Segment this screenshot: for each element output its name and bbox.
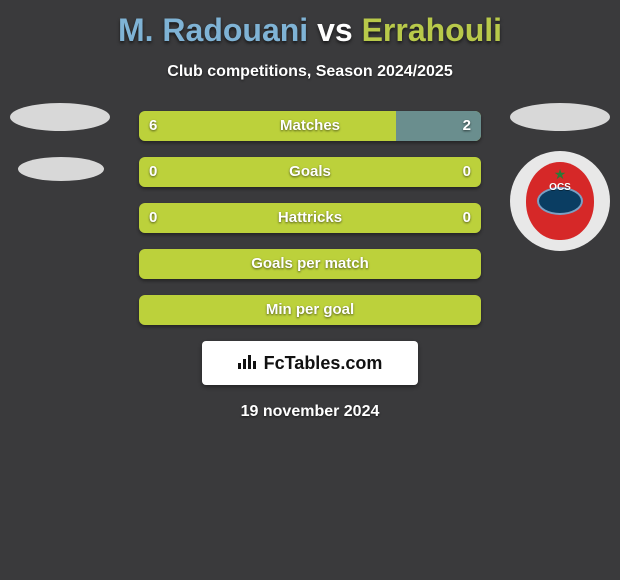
bar-label: Goals per match bbox=[139, 249, 481, 279]
player-avatar-placeholder bbox=[510, 103, 610, 131]
bar-row: Goals per match bbox=[139, 249, 481, 279]
watermark-text: FcTables.com bbox=[264, 353, 383, 374]
bar-label: Goals bbox=[139, 157, 481, 187]
bar-label: Min per goal bbox=[139, 295, 481, 325]
comparison-chart: ★ OCS 62Matches 00Goals 00Hattricks Goals p… bbox=[0, 111, 620, 325]
bar-label: Matches bbox=[139, 111, 481, 141]
bar-row: 00Goals bbox=[139, 157, 481, 187]
club-shield: ★ OCS bbox=[526, 162, 594, 240]
club-badge-text: OCS bbox=[549, 182, 571, 193]
bar-row: 00Hattricks bbox=[139, 203, 481, 233]
bars-icon bbox=[238, 353, 258, 374]
avatars-left bbox=[10, 103, 110, 207]
player-avatar-placeholder bbox=[10, 103, 110, 131]
bar-row: Min per goal bbox=[139, 295, 481, 325]
club-badge: ★ OCS bbox=[510, 151, 610, 251]
title-vs: vs bbox=[317, 12, 353, 48]
bar-row: 62Matches bbox=[139, 111, 481, 141]
avatars-right: ★ OCS bbox=[510, 103, 610, 251]
club-avatar-placeholder bbox=[18, 157, 104, 181]
title-player-right: Errahouli bbox=[362, 12, 502, 48]
star-icon: ★ bbox=[554, 166, 567, 183]
subtitle: Club competitions, Season 2024/2025 bbox=[0, 63, 620, 81]
footer-date: 19 november 2024 bbox=[0, 403, 620, 421]
watermark: FcTables.com bbox=[202, 341, 418, 385]
bars-container: 62Matches 00Goals 00Hattricks Goals per mat… bbox=[139, 111, 481, 325]
bar-label: Hattricks bbox=[139, 203, 481, 233]
page-title: M. Radouani vs Errahouli bbox=[0, 0, 620, 49]
title-player-left: M. Radouani bbox=[118, 12, 308, 48]
